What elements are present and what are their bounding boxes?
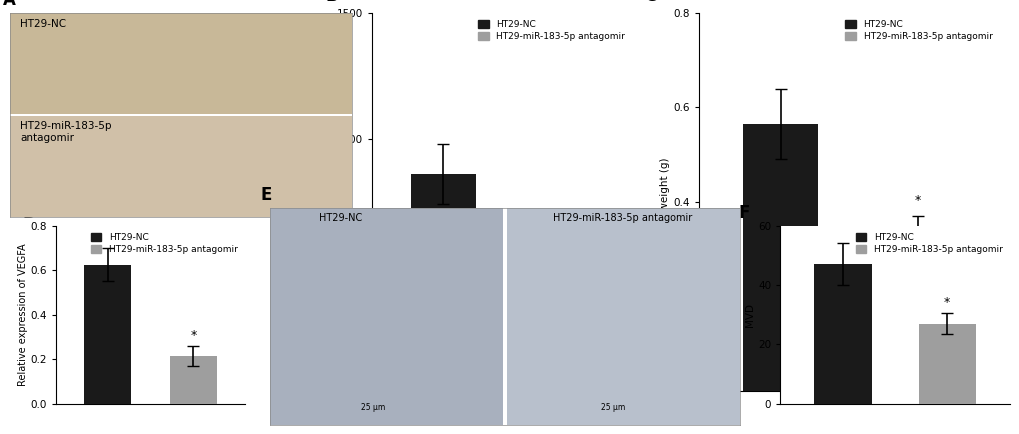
Text: HT29-NC: HT29-NC bbox=[20, 19, 66, 29]
Bar bbox=[813, 264, 870, 404]
Y-axis label: Tumor volume (mm³): Tumor volume (mm³) bbox=[324, 147, 334, 256]
Bar bbox=[502, 208, 506, 425]
Bar bbox=[84, 265, 131, 404]
Y-axis label: Relative expression of VEGFA: Relative expression of VEGFA bbox=[17, 243, 28, 386]
Text: *: * bbox=[913, 194, 920, 207]
Text: *: * bbox=[190, 329, 197, 342]
Y-axis label: MVD: MVD bbox=[745, 302, 755, 327]
Y-axis label: Tumor weight (g): Tumor weight (g) bbox=[659, 158, 669, 246]
Bar bbox=[411, 174, 475, 391]
Bar bbox=[10, 13, 352, 115]
Bar bbox=[504, 208, 739, 425]
Text: F: F bbox=[739, 204, 750, 222]
Text: *: * bbox=[557, 272, 565, 285]
Text: C: C bbox=[644, 0, 656, 6]
Text: HT29-miR-183-5p antagomir: HT29-miR-183-5p antagomir bbox=[552, 213, 691, 223]
Text: 25 μm: 25 μm bbox=[361, 403, 385, 412]
Bar bbox=[10, 114, 352, 116]
Bar bbox=[879, 242, 954, 391]
Text: D: D bbox=[22, 204, 36, 222]
Text: *: * bbox=[944, 296, 950, 309]
Text: 25 μm: 25 μm bbox=[600, 403, 625, 412]
Legend: HT29-NC, HT29-miR-183-5p antagomir: HT29-NC, HT29-miR-183-5p antagomir bbox=[852, 230, 1005, 256]
Bar bbox=[529, 305, 593, 391]
Bar bbox=[10, 115, 352, 217]
Legend: HT29-NC, HT29-miR-183-5p antagomir: HT29-NC, HT29-miR-183-5p antagomir bbox=[475, 17, 628, 44]
Text: B: B bbox=[325, 0, 337, 6]
Bar bbox=[918, 324, 975, 404]
Text: HT29-NC: HT29-NC bbox=[319, 213, 362, 223]
Bar bbox=[270, 208, 504, 425]
Legend: HT29-NC, HT29-miR-183-5p antagomir: HT29-NC, HT29-miR-183-5p antagomir bbox=[88, 230, 240, 256]
Text: E: E bbox=[261, 186, 272, 204]
Text: A: A bbox=[3, 0, 16, 9]
Bar bbox=[743, 124, 817, 391]
Bar bbox=[169, 356, 217, 404]
Text: HT29-miR-183-5p
antagomir: HT29-miR-183-5p antagomir bbox=[20, 121, 112, 143]
Legend: HT29-NC, HT29-miR-183-5p antagomir: HT29-NC, HT29-miR-183-5p antagomir bbox=[842, 17, 995, 44]
